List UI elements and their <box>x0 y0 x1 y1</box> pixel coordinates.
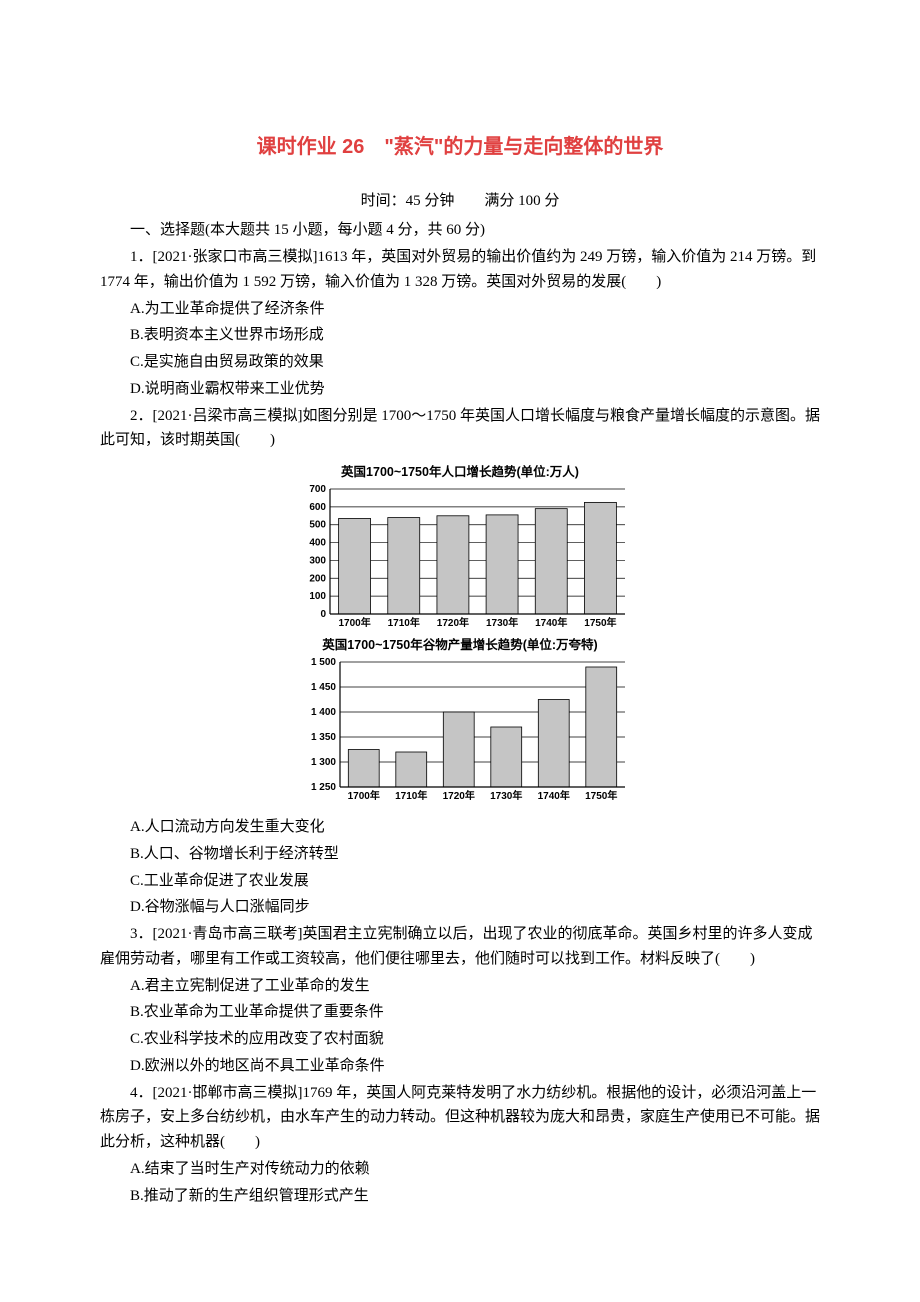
svg-text:1 400: 1 400 <box>311 707 336 718</box>
q1-option-a: A.为工业革命提供了经济条件 <box>100 297 820 322</box>
q3-option-d: D.欧洲以外的地区尚不具工业革命条件 <box>100 1054 820 1079</box>
page-title: 课时作业 26 "蒸汽"的力量与走向整体的世界 <box>100 130 820 159</box>
svg-text:400: 400 <box>309 538 326 549</box>
svg-text:600: 600 <box>309 502 326 513</box>
svg-text:1710年: 1710年 <box>395 789 427 802</box>
chart2-title: 英国1700~1750年谷物产量增长趋势(单位:万夸特) <box>322 634 597 653</box>
q3-option-c: C.农业科学技术的应用改变了农村面貌 <box>100 1027 820 1052</box>
q1-option-b: B.表明资本主义世界市场形成 <box>100 323 820 348</box>
svg-text:1 350: 1 350 <box>311 732 336 743</box>
section-header: 一、选择题(本大题共 15 小题，每小题 4 分，共 60 分) <box>100 218 820 239</box>
svg-text:1730年: 1730年 <box>486 616 518 629</box>
svg-text:1740年: 1740年 <box>535 616 567 629</box>
svg-text:1750年: 1750年 <box>584 616 616 629</box>
svg-text:1 500: 1 500 <box>311 657 336 668</box>
chart2-bar-chart: 1 250 1 300 1 350 1 400 1 450 1 500 1700年 1710年… <box>290 657 630 807</box>
q3-option-a: A.君主立宪制促进了工业革命的发生 <box>100 974 820 999</box>
svg-text:1720年: 1720年 <box>443 789 475 802</box>
q4-stem: 4．[2021·邯郸市高三模拟]1769 年，英国人阿克莱特发明了水力纺纱机。根… <box>100 1081 820 1155</box>
svg-text:500: 500 <box>309 520 326 531</box>
svg-text:1730年: 1730年 <box>490 789 522 802</box>
meta-info: 时间：45 分钟 满分 100 分 <box>100 189 820 210</box>
q2-option-b: B.人口、谷物增长利于经济转型 <box>100 842 820 867</box>
svg-text:1720年: 1720年 <box>437 616 469 629</box>
svg-text:1700年: 1700年 <box>338 616 370 629</box>
q2-stem: 2．[2021·吕梁市高三模拟]如图分别是 1700～1750 年英国人口增长幅… <box>100 404 820 454</box>
q1-option-d: D.说明商业霸权带来工业优势 <box>100 377 820 402</box>
svg-text:1 300: 1 300 <box>311 757 336 768</box>
q2-option-a: A.人口流动方向发生重大变化 <box>100 815 820 840</box>
svg-text:1 450: 1 450 <box>311 682 336 693</box>
svg-text:1700年: 1700年 <box>348 789 380 802</box>
svg-text:100: 100 <box>309 591 326 602</box>
q4-option-b: B.推动了新的生产组织管理形式产生 <box>100 1184 820 1209</box>
svg-text:200: 200 <box>309 573 326 584</box>
q2-option-d: D.谷物涨幅与人口涨幅同步 <box>100 895 820 920</box>
q2-option-c: C.工业革命促进了农业发展 <box>100 869 820 894</box>
charts-container: 英国1700~1750年人口增长趋势(单位:万人) 0 100 200 300 400 5… <box>100 461 820 807</box>
q1-option-c: C.是实施自由贸易政策的效果 <box>100 350 820 375</box>
q3-stem: 3．[2021·青岛市高三联考]英国君主立宪制确立以后，出现了农业的彻底革命。英… <box>100 922 820 972</box>
svg-text:1750年: 1750年 <box>585 789 617 802</box>
svg-text:700: 700 <box>309 484 326 495</box>
chart1-bar-chart: 0 100 200 300 400 500 600 700 1700年 1710年 1720年 173… <box>290 484 630 634</box>
svg-text:0: 0 <box>320 609 326 620</box>
svg-text:1740年: 1740年 <box>538 789 570 802</box>
svg-text:1710年: 1710年 <box>388 616 420 629</box>
q1-stem: 1．[2021·张家口市高三模拟]1613 年，英国对外贸易的输出价值约为 24… <box>100 245 820 295</box>
chart1-title: 英国1700~1750年人口增长趋势(单位:万人) <box>341 461 579 480</box>
q3-option-b: B.农业革命为工业革命提供了重要条件 <box>100 1000 820 1025</box>
svg-text:300: 300 <box>309 555 326 566</box>
q4-option-a: A.结束了当时生产对传统动力的依赖 <box>100 1157 820 1182</box>
svg-text:1 250: 1 250 <box>311 782 336 793</box>
